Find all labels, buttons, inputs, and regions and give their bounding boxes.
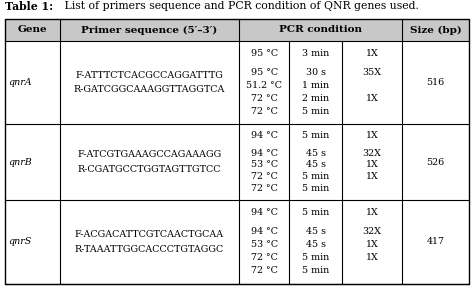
Text: 1X: 1X (365, 240, 378, 249)
Text: 1 min: 1 min (302, 81, 329, 90)
Text: 417: 417 (427, 237, 445, 246)
Text: PCR condition: PCR condition (279, 26, 362, 34)
Text: 45 s: 45 s (306, 148, 326, 158)
Text: 35X: 35X (363, 68, 382, 77)
Text: 5 min: 5 min (302, 107, 329, 116)
Text: 1X: 1X (365, 172, 378, 181)
Text: Size (bp): Size (bp) (410, 26, 462, 34)
Text: R-GATCGGCAAAGGTTAGGTCA: R-GATCGGCAAAGGTTAGGTCA (74, 86, 225, 94)
Text: qnrS: qnrS (9, 237, 32, 246)
Text: 95 °C: 95 °C (251, 49, 278, 58)
Text: F-ATCGTGAAAGCCAGAAAGG: F-ATCGTGAAAGCCAGAAAGG (77, 150, 221, 159)
Text: 1X: 1X (365, 208, 378, 217)
Text: 1X: 1X (365, 49, 378, 58)
Text: 516: 516 (427, 78, 445, 87)
Text: F-ATTTCTCACGCCAGGATTTG: F-ATTTCTCACGCCAGGATTTG (75, 71, 223, 80)
Bar (5, 19, 469, 284)
Text: qnrA: qnrA (9, 78, 32, 87)
Text: 94 °C: 94 °C (251, 148, 278, 158)
Text: F-ACGACATTCGTCAACTGCAA: F-ACGACATTCGTCAACTGCAA (75, 230, 224, 239)
Text: 72 °C: 72 °C (251, 184, 278, 193)
Text: 5 min: 5 min (302, 266, 329, 275)
Text: R-CGATGCCTGGTAGTTGTCC: R-CGATGCCTGGTAGTTGTCC (78, 165, 221, 174)
Text: R-TAAATTGGCACCCTGTAGGC: R-TAAATTGGCACCCTGTAGGC (75, 245, 224, 254)
Text: 94 °C: 94 °C (251, 131, 278, 140)
Text: 5 min: 5 min (302, 208, 329, 217)
Text: 1X: 1X (365, 131, 378, 140)
Text: qnrB: qnrB (9, 158, 32, 167)
Text: List of primers sequence and PCR condition of QNR genes used.: List of primers sequence and PCR conditi… (61, 1, 419, 12)
Text: 72 °C: 72 °C (251, 94, 278, 103)
Text: Table 1:: Table 1: (5, 1, 53, 12)
Text: 53 °C: 53 °C (251, 160, 278, 169)
Text: 1X: 1X (365, 253, 378, 262)
Text: 45 s: 45 s (306, 160, 326, 169)
Text: 5 min: 5 min (302, 253, 329, 262)
Text: 30 s: 30 s (306, 68, 326, 77)
Text: 5 min: 5 min (302, 131, 329, 140)
Text: Primer sequence (5′–3′): Primer sequence (5′–3′) (82, 26, 218, 34)
Bar (5, 19, 469, 41)
Text: 53 °C: 53 °C (251, 240, 278, 249)
Text: 45 s: 45 s (306, 227, 326, 236)
Text: 72 °C: 72 °C (251, 172, 278, 181)
Text: 1X: 1X (365, 94, 378, 103)
Text: 5 min: 5 min (302, 172, 329, 181)
Text: 95 °C: 95 °C (251, 68, 278, 77)
Text: 3 min: 3 min (302, 49, 329, 58)
Text: 72 °C: 72 °C (251, 253, 278, 262)
Text: 2 min: 2 min (302, 94, 329, 103)
Text: Gene: Gene (18, 26, 47, 34)
Text: 94 °C: 94 °C (251, 227, 278, 236)
Text: 526: 526 (427, 158, 445, 167)
Text: 32X: 32X (363, 148, 382, 158)
Text: 72 °C: 72 °C (251, 266, 278, 275)
Text: 1X: 1X (365, 160, 378, 169)
Text: 45 s: 45 s (306, 240, 326, 249)
Text: 32X: 32X (363, 227, 382, 236)
Text: 51.2 °C: 51.2 °C (246, 81, 283, 90)
Text: 5 min: 5 min (302, 184, 329, 193)
Text: 72 °C: 72 °C (251, 107, 278, 116)
Text: 94 °C: 94 °C (251, 208, 278, 217)
